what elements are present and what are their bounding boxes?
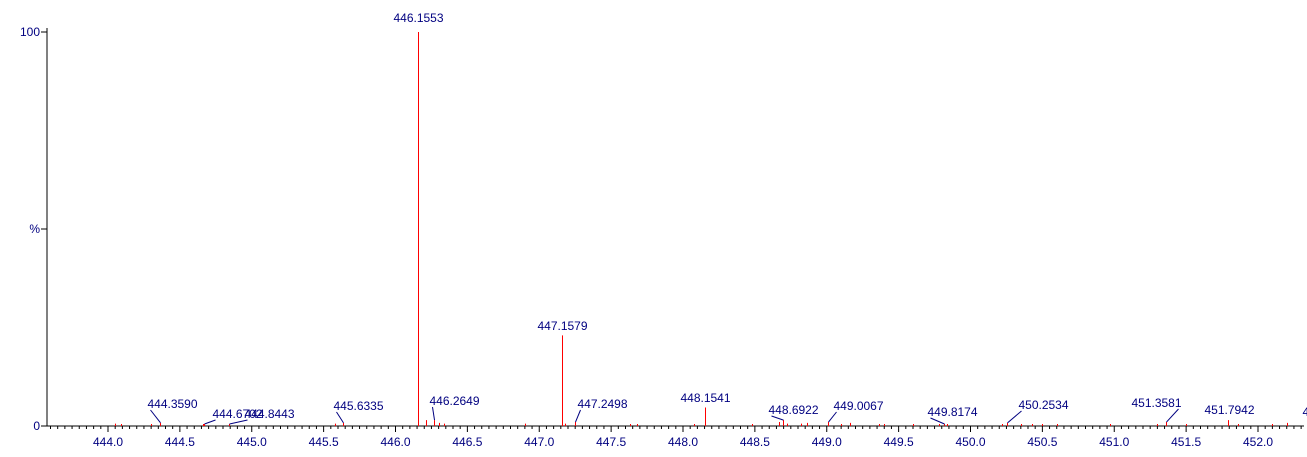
x-tick-label: 451.0 bbox=[1099, 435, 1129, 449]
peak-label: 444.6702 bbox=[212, 407, 262, 421]
x-tick-label: 446.0 bbox=[380, 435, 410, 449]
x-tick-label: 446.5 bbox=[452, 435, 482, 449]
x-tick-label: 449.0 bbox=[812, 435, 842, 449]
peak-label-leader bbox=[204, 419, 216, 425]
peaks bbox=[115, 32, 1288, 426]
peak-label: 444.8443 bbox=[244, 407, 294, 421]
peak-label: 450.2534 bbox=[1018, 398, 1068, 412]
peak-label-leader bbox=[336, 411, 344, 424]
x-tick-label: 445.5 bbox=[309, 435, 339, 449]
x-tick-label: 447.0 bbox=[524, 435, 554, 449]
axes: 0% 100 444.0 444.5 445.0 445.5 446.0 446.5 447.0… bbox=[20, 25, 1304, 449]
peak-label-leader bbox=[229, 419, 248, 425]
x-tick-label: 450.0 bbox=[955, 435, 985, 449]
x-tick-label: 447.5 bbox=[596, 435, 626, 449]
peak-label: 449.8174 bbox=[927, 405, 977, 419]
x-tick-label: 451.5 bbox=[1171, 435, 1201, 449]
peak-label-leader bbox=[432, 406, 435, 421]
y-tick-label: 0 bbox=[33, 419, 40, 433]
peak-label: 447.2498 bbox=[577, 397, 627, 411]
peak-label: 446.2649 bbox=[429, 394, 479, 408]
peak-label-leader bbox=[575, 409, 581, 423]
peak-label: 448.1541 bbox=[680, 391, 730, 405]
x-tick-label: 448.0 bbox=[668, 435, 698, 449]
peak-label-leader bbox=[1166, 408, 1179, 423]
peak-label: 452.2 bbox=[1302, 405, 1307, 419]
peak-label: 451.7942 bbox=[1204, 403, 1254, 417]
peak-label: 449.0067 bbox=[833, 399, 883, 413]
y-tick-label: % bbox=[29, 222, 40, 236]
peak-label-leader bbox=[828, 411, 837, 423]
x-tick-label: 448.5 bbox=[740, 435, 770, 449]
peak-label-leader bbox=[1007, 410, 1022, 424]
peak-label-leader bbox=[150, 409, 161, 424]
y-tick-label: 100 bbox=[20, 25, 40, 39]
x-tick-label: 444.0 bbox=[93, 435, 123, 449]
peak-label: 447.1579 bbox=[537, 319, 587, 333]
peak-label-leader bbox=[930, 417, 945, 425]
peak-label: 445.6335 bbox=[333, 399, 383, 413]
peak-label: 448.6922 bbox=[768, 403, 818, 417]
x-tick-label: 444.5 bbox=[165, 435, 195, 449]
x-tick-label: 449.5 bbox=[884, 435, 914, 449]
x-tick-label: 450.5 bbox=[1027, 435, 1057, 449]
peak-label-leader bbox=[771, 415, 784, 421]
peak-label: 444.3590 bbox=[147, 397, 197, 411]
x-tick-label: 445.0 bbox=[237, 435, 267, 449]
peak-label: 451.3581 bbox=[1131, 396, 1181, 410]
peak-label: 446.1553 bbox=[393, 11, 443, 25]
x-tick-label: 452.0 bbox=[1243, 435, 1273, 449]
